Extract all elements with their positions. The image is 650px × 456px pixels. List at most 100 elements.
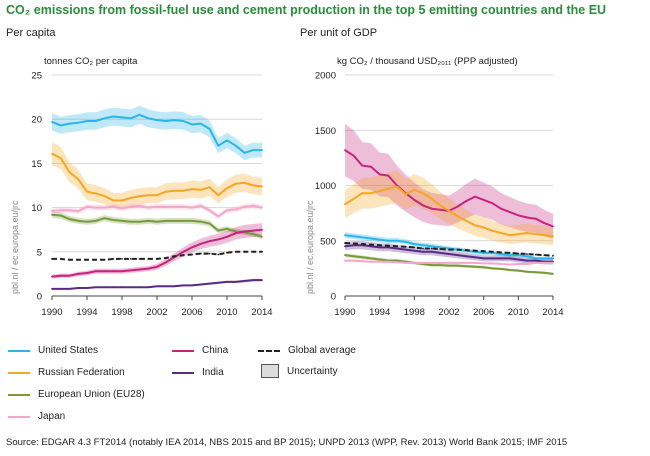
data-point-japan bbox=[261, 206, 263, 209]
data-point-us bbox=[517, 254, 520, 256]
data-point-india bbox=[413, 249, 416, 252]
data-point-us bbox=[94, 120, 97, 122]
data-point-india bbox=[147, 286, 150, 289]
data-point-global bbox=[370, 243, 372, 246]
data-point-japan bbox=[112, 205, 115, 208]
data-point-global bbox=[526, 253, 528, 255]
data-point-india bbox=[500, 257, 502, 260]
x-tick-label: 1994 bbox=[76, 307, 97, 318]
data-point-india bbox=[77, 287, 80, 289]
data-point-russia bbox=[138, 195, 141, 198]
x-tick-label: 2006 bbox=[473, 307, 494, 318]
data-point-china bbox=[164, 261, 167, 264]
series-line-india bbox=[52, 279, 262, 290]
data-point-china bbox=[86, 272, 88, 274]
data-point-russia bbox=[252, 184, 255, 187]
data-point-china bbox=[387, 174, 390, 177]
data-point-us bbox=[182, 120, 185, 122]
data-point-russia bbox=[508, 234, 511, 237]
data-point-china bbox=[456, 205, 459, 208]
chart-canvas: tonnes CO₂ per capita 0 5 10 15 20 25 1990 1994 1… bbox=[10, 56, 564, 318]
data-point-japan bbox=[129, 205, 132, 208]
data-point-russia bbox=[491, 229, 494, 232]
data-point-eu bbox=[103, 217, 106, 220]
data-point-eu bbox=[534, 271, 537, 274]
data-point-india bbox=[208, 282, 211, 285]
data-point-us bbox=[378, 238, 381, 241]
data-point-china bbox=[526, 216, 528, 219]
data-point-russia bbox=[226, 187, 228, 190]
data-point-japan bbox=[543, 262, 546, 264]
data-point-china bbox=[68, 274, 71, 277]
data-point-china bbox=[217, 238, 220, 241]
data-point-india bbox=[121, 286, 123, 289]
data-point-india bbox=[352, 244, 355, 247]
data-point-russia bbox=[526, 232, 528, 234]
data-point-us bbox=[234, 144, 237, 147]
legend-label-global: Global average bbox=[288, 345, 356, 356]
legend-item-uncertainty: Uncertainty bbox=[258, 364, 338, 378]
data-point-global bbox=[234, 250, 237, 253]
data-point-russia bbox=[59, 157, 62, 160]
legend-swatch-japan bbox=[8, 415, 30, 418]
data-point-china bbox=[413, 199, 416, 201]
y-tick-label: 2000 bbox=[315, 71, 336, 82]
data-point-india bbox=[396, 247, 398, 250]
data-point-japan bbox=[387, 260, 390, 263]
data-point-russia bbox=[164, 190, 167, 193]
data-point-russia bbox=[121, 199, 123, 202]
data-point-eu bbox=[500, 268, 502, 270]
data-point-japan bbox=[404, 262, 407, 264]
data-point-us bbox=[526, 255, 528, 258]
data-point-global bbox=[252, 250, 255, 253]
data-point-global bbox=[51, 258, 53, 260]
data-point-russia bbox=[396, 185, 398, 188]
data-point-us bbox=[199, 122, 202, 125]
uncertainty-band-china bbox=[52, 223, 262, 279]
watermark: pbl.nl / ec.europa.eu/jrc bbox=[305, 200, 315, 294]
data-point-us bbox=[138, 113, 141, 116]
data-point-japan bbox=[173, 205, 176, 208]
data-point-india bbox=[517, 258, 520, 261]
data-point-russia bbox=[439, 204, 442, 207]
data-point-india bbox=[173, 285, 176, 288]
y-tick-label: 1500 bbox=[315, 126, 336, 137]
data-point-china bbox=[112, 270, 115, 273]
data-point-eu bbox=[252, 233, 255, 236]
data-point-china bbox=[500, 207, 502, 210]
data-point-russia bbox=[500, 232, 502, 234]
data-point-india bbox=[439, 252, 442, 254]
data-point-india bbox=[465, 255, 468, 258]
y-tick-label: 0 bbox=[37, 292, 42, 303]
data-point-japan bbox=[51, 210, 53, 213]
data-point-japan bbox=[199, 204, 202, 207]
data-point-global bbox=[378, 244, 381, 247]
data-point-russia bbox=[448, 210, 450, 212]
data-point-global bbox=[344, 242, 346, 244]
data-point-us bbox=[51, 121, 53, 123]
data-point-japan bbox=[191, 206, 193, 209]
data-point-eu bbox=[77, 220, 80, 222]
data-point-global bbox=[430, 247, 433, 250]
data-point-japan bbox=[396, 261, 398, 264]
source-note: Source: EDGAR 4.3 FT2014 (notably IEA 20… bbox=[6, 437, 568, 448]
right-panel-title: Per unit of GDP bbox=[300, 27, 378, 39]
data-point-eu bbox=[129, 220, 132, 223]
data-point-china bbox=[361, 164, 364, 167]
legend-label-india: India bbox=[202, 367, 224, 378]
x-tick-label: 2014 bbox=[542, 307, 563, 318]
data-point-us bbox=[129, 117, 132, 120]
data-point-us bbox=[59, 124, 62, 127]
data-point-global bbox=[448, 248, 450, 251]
data-point-global bbox=[465, 249, 468, 252]
data-point-india bbox=[482, 257, 485, 260]
data-point-global bbox=[112, 258, 115, 260]
data-point-russia bbox=[261, 185, 263, 188]
data-point-global bbox=[474, 249, 476, 252]
data-point-global bbox=[387, 244, 390, 247]
legend-item-us: United States bbox=[8, 345, 98, 356]
data-point-russia bbox=[552, 235, 554, 238]
data-point-global bbox=[191, 253, 193, 256]
legend-item-eu: European Union (EU28) bbox=[8, 389, 145, 400]
data-point-india bbox=[103, 286, 106, 289]
